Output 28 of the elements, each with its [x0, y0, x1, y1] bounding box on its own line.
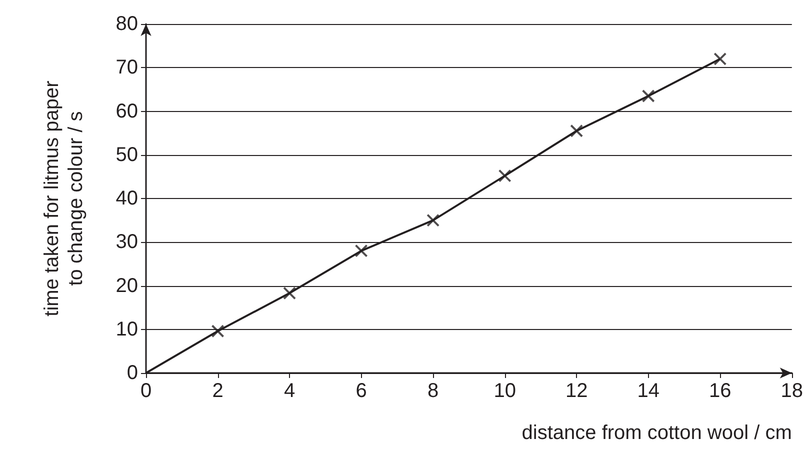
point [570, 124, 584, 138]
x-tick-label: 18 [780, 380, 803, 402]
x-tick-label: 12 [565, 380, 588, 402]
x-tick-label: 2 [212, 380, 224, 402]
y-tick-label: 80 [116, 13, 138, 35]
point [642, 89, 655, 102]
x-tick-label: 0 [140, 380, 152, 402]
y-tick-label: 60 [116, 100, 138, 122]
y-axis-title: time taken for litmus paper to change colour / s [41, 80, 87, 316]
y-tick-label: 0 [126, 362, 138, 384]
point [426, 214, 440, 227]
y-tick-label: 20 [116, 274, 138, 297]
x-tick-label: 16 [708, 380, 732, 402]
x-axis-title: distance from cotton wool / cm [522, 422, 792, 444]
point [354, 244, 368, 258]
x-tick-label: 14 [637, 380, 660, 402]
x-tick-label: 8 [427, 380, 439, 402]
y-tick-label: 50 [116, 144, 138, 166]
y-tick-label: 30 [116, 231, 138, 254]
x-tick-label: 10 [494, 380, 516, 402]
point [211, 324, 224, 338]
x-tick-label: 6 [356, 380, 367, 402]
y-tick-label: 70 [116, 56, 138, 79]
y-tick-label: 40 [116, 188, 138, 210]
x-tick-label: 4 [284, 380, 296, 402]
y-tick-label: 10 [116, 318, 138, 340]
point [498, 169, 512, 182]
point [283, 286, 296, 300]
